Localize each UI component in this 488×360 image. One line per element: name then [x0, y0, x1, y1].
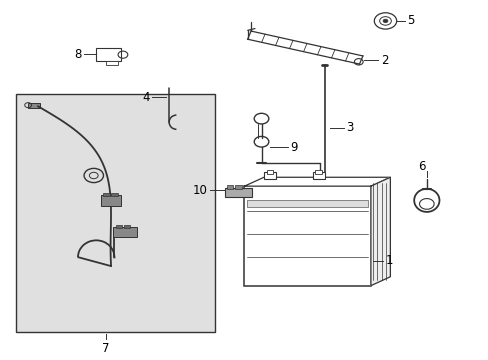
Circle shape — [382, 19, 387, 23]
Text: 5: 5 — [407, 14, 414, 27]
Text: 2: 2 — [380, 54, 387, 67]
Polygon shape — [244, 177, 389, 186]
Bar — [123, 225, 130, 228]
Text: 8: 8 — [74, 48, 81, 61]
Bar — [312, 172, 324, 179]
Bar — [246, 201, 368, 207]
Bar — [106, 61, 118, 65]
Bar — [101, 195, 121, 206]
Bar — [113, 227, 136, 237]
Bar — [116, 225, 122, 228]
Text: 10: 10 — [193, 184, 207, 197]
Bar — [266, 170, 273, 174]
Bar — [28, 103, 40, 108]
Bar — [16, 94, 215, 332]
Bar — [226, 185, 233, 189]
Bar — [96, 48, 120, 61]
Bar — [244, 186, 370, 285]
Text: 4: 4 — [142, 91, 149, 104]
Polygon shape — [370, 177, 389, 285]
Bar — [111, 193, 117, 196]
Bar — [315, 170, 321, 174]
Text: 9: 9 — [290, 140, 298, 154]
Bar — [103, 193, 110, 196]
Text: 7: 7 — [102, 342, 109, 355]
Text: 3: 3 — [346, 121, 353, 134]
Bar — [234, 185, 241, 189]
Bar — [224, 188, 251, 197]
Bar — [264, 172, 276, 179]
Text: 6: 6 — [417, 160, 425, 173]
Text: 1: 1 — [385, 254, 392, 267]
